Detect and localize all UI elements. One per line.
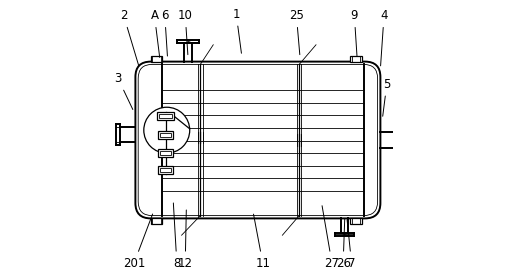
FancyBboxPatch shape <box>135 62 380 218</box>
Bar <box>160 151 171 155</box>
Text: 2: 2 <box>120 9 138 66</box>
Bar <box>150 218 162 224</box>
Bar <box>159 114 172 118</box>
Bar <box>160 168 171 172</box>
Text: 26: 26 <box>335 218 350 270</box>
Bar <box>350 56 361 62</box>
Bar <box>158 149 173 157</box>
Text: 4: 4 <box>380 9 387 66</box>
Bar <box>350 218 361 224</box>
Text: 1: 1 <box>232 8 241 53</box>
Text: 12: 12 <box>177 210 192 270</box>
Text: 201: 201 <box>123 214 153 270</box>
Text: 3: 3 <box>114 72 132 109</box>
Text: 9: 9 <box>350 9 358 56</box>
Text: 8: 8 <box>173 203 180 270</box>
Bar <box>158 131 173 139</box>
Bar <box>157 112 174 120</box>
Text: 11: 11 <box>253 214 270 270</box>
Text: 10: 10 <box>177 9 192 55</box>
Circle shape <box>143 107 189 153</box>
Bar <box>160 133 171 137</box>
Bar <box>150 56 162 62</box>
Bar <box>158 166 173 174</box>
Text: A: A <box>150 9 160 57</box>
Text: 5: 5 <box>382 78 390 116</box>
Text: 25: 25 <box>288 9 303 55</box>
Text: 7: 7 <box>346 220 355 270</box>
Text: 6: 6 <box>161 9 168 56</box>
Text: 27: 27 <box>322 206 339 270</box>
